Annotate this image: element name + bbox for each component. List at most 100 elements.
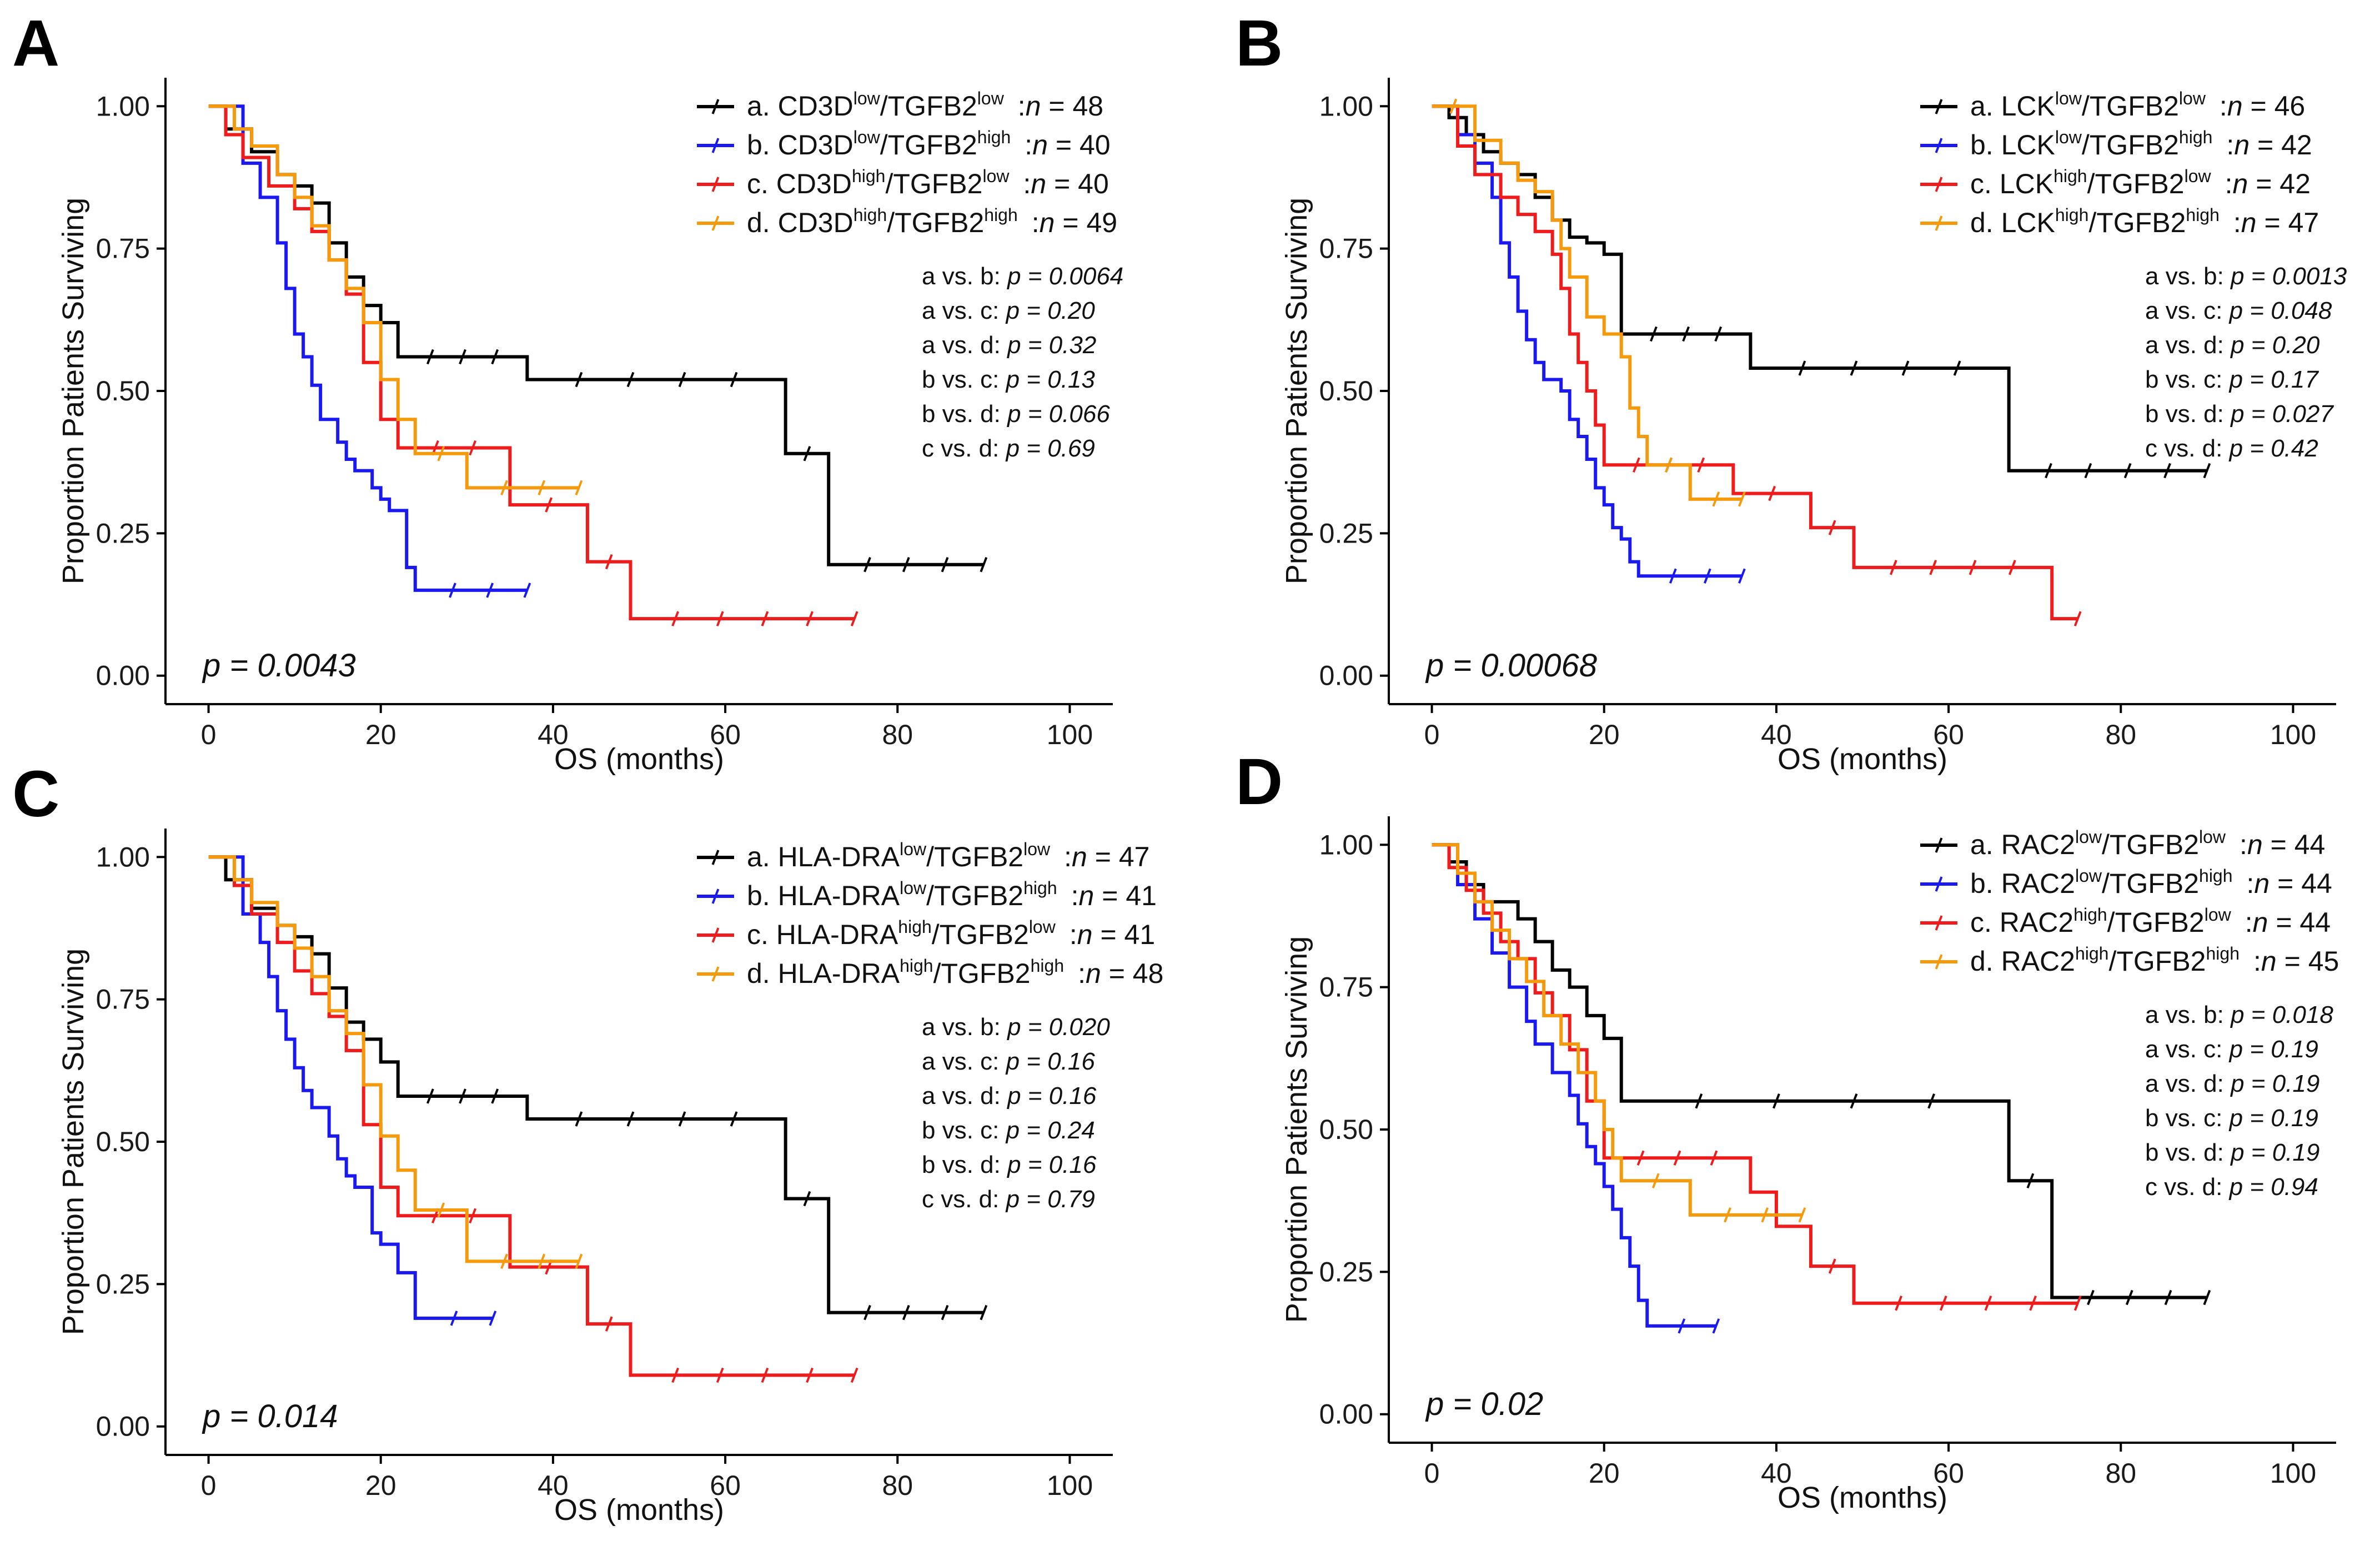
censor-mark	[605, 1316, 613, 1332]
censor-mark	[1773, 1093, 1780, 1109]
legend-tgfb2-level: low	[2179, 88, 2206, 108]
x-tick-label: 100	[2270, 719, 2316, 750]
legend-censor-mark	[711, 850, 720, 865]
y-tick-label: 0.75	[1319, 972, 1373, 1003]
censor-mark	[671, 611, 680, 626]
censor-mark	[2008, 560, 2016, 575]
legend-label-d: d. CD3Dhigh/TGFB2high :n = 49	[747, 205, 1117, 238]
legend-tgfb2-level: high	[2186, 205, 2220, 225]
y-axis-label: Proportion Patients Surviving	[57, 198, 90, 584]
censor-mark	[575, 372, 583, 388]
legend-censor-mark	[711, 927, 720, 943]
censor-mark	[1669, 568, 1677, 584]
censor-mark	[2123, 463, 2132, 479]
legend-label-c: c. HLA-DRAhigh/TGFB2low :n = 41	[747, 917, 1155, 950]
legend-n: = 41	[1094, 880, 1157, 911]
y-tick-label: 0.50	[96, 1126, 150, 1157]
y-tick-label: 0.25	[96, 518, 150, 549]
legend-tgfb2: /TGFB2	[880, 129, 977, 160]
comparison-p-value: p = 0.16	[1005, 1048, 1096, 1075]
comparison-pair: a vs. c:	[922, 1048, 1006, 1075]
overall-p-value: p = 0.014	[202, 1398, 338, 1434]
legend-label-d: d. HLA-DRAhigh/TGFB2high :n = 48	[747, 956, 1163, 989]
censor-mark	[1697, 457, 1705, 473]
legend-tgfb2: /TGFB2	[2082, 129, 2179, 160]
legend-gene: RAC2	[2001, 868, 2075, 899]
censor-mark	[437, 1202, 445, 1218]
censor-mark	[941, 557, 949, 573]
legend-label-c: c. RAC2high/TGFB2low :n = 44	[1970, 905, 2331, 938]
legend-gene: CD3D	[776, 168, 852, 199]
comparison-p-value: p = 0.027	[2230, 400, 2334, 428]
censor-mark	[671, 1367, 680, 1383]
censor-mark	[1673, 1150, 1681, 1166]
legend-tgfb2: /TGFB2	[926, 841, 1023, 872]
legend-prefix: a.	[747, 841, 778, 872]
km-curve-c	[1432, 104, 2078, 621]
x-axis-label: OS (months)	[1778, 1481, 1947, 1514]
legend-n-symbol: n	[2253, 907, 2268, 938]
legend-tgfb2-level: low	[1029, 917, 1056, 937]
legend-label-d: d. LCKhigh/TGFB2high :n = 47	[1970, 205, 2319, 238]
legend-n-symbol: n	[2233, 168, 2248, 199]
legend-tgfb2: /TGFB2	[2107, 907, 2205, 938]
legend-n: = 40	[1046, 168, 1109, 199]
y-tick-label: 1.00	[96, 91, 150, 122]
legend-tgfb2-level: high	[2199, 866, 2233, 886]
comparison-row: b vs. d: p = 0.027	[2145, 400, 2334, 428]
legend-tgfb2-level: low	[1023, 839, 1051, 859]
comparison-row: a vs. d: p = 0.32	[922, 332, 1096, 359]
censor-mark	[806, 611, 814, 626]
km-curve-d	[208, 855, 579, 1263]
legend-n: = 44	[2263, 829, 2326, 860]
x-tick-label: 80	[882, 1470, 913, 1501]
censor-mark	[426, 349, 434, 365]
legend-censor-mark	[1935, 876, 1943, 892]
censor-mark	[450, 1311, 458, 1326]
censor-mark	[1710, 1150, 1718, 1166]
censor-mark	[730, 372, 738, 388]
censor-mark	[902, 557, 910, 573]
x-tick-label: 60	[1933, 1458, 1964, 1489]
censor-mark	[730, 1111, 738, 1127]
panel-label: D	[1236, 745, 1283, 819]
comparison-row: b vs. c: p = 0.17	[2145, 366, 2319, 393]
legend-colon: :	[1057, 880, 1079, 911]
legend-gene: RAC2	[2001, 946, 2075, 977]
legend-colon: :	[2226, 829, 2247, 860]
censor-mark	[850, 611, 858, 626]
comparison-row: c vs. d: p = 0.79	[922, 1186, 1095, 1213]
legend-n: = 48	[1041, 91, 1104, 122]
legend-n: = 46	[2243, 91, 2306, 122]
comparison-pair: c vs. d:	[2145, 1173, 2230, 1201]
legend-label-d: d. RAC2high/TGFB2high :n = 45	[1970, 943, 2339, 977]
panel-label: C	[12, 757, 59, 831]
censor-mark	[1927, 1093, 1935, 1109]
censor-mark	[449, 583, 456, 598]
comparison-row: a vs. b: p = 0.0064	[922, 263, 1123, 290]
censor-mark	[761, 611, 769, 626]
legend-gene: RAC2	[2001, 829, 2075, 860]
comparison-row: a vs. d: p = 0.16	[922, 1082, 1097, 1110]
legend-label-b: b. LCKlow/TGFB2high :n = 42	[1970, 127, 2312, 160]
legend-censor-mark	[1935, 177, 1943, 192]
y-tick-label: 0.25	[1319, 518, 1373, 549]
legend-n: = 45	[2277, 946, 2339, 977]
censor-mark	[459, 1088, 466, 1104]
legend-n-symbol: n	[1040, 207, 1055, 238]
legend-censor-mark	[711, 215, 720, 231]
legend-prefix: d.	[747, 207, 778, 238]
censor-mark	[1798, 1207, 1806, 1223]
comparison-pair: b vs. d:	[922, 400, 1007, 428]
legend-tgfb2: /TGFB2	[2088, 207, 2186, 238]
y-tick-label: 1.00	[1319, 91, 1373, 122]
legend-colon: :	[2220, 207, 2241, 238]
legend-n-symbol: n	[2234, 129, 2250, 160]
censor-mark	[2073, 1296, 2082, 1311]
legend-prefix: a.	[1970, 91, 2001, 122]
legend-gene-level: high	[898, 917, 932, 937]
censor-mark	[678, 1111, 686, 1127]
y-tick-label: 1.00	[1319, 829, 1373, 860]
censor-mark	[803, 446, 811, 461]
